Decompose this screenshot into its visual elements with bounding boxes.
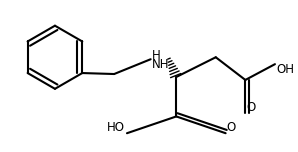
Text: HO: HO [107, 121, 125, 134]
Text: NH: NH [152, 58, 169, 71]
Text: OH: OH [276, 63, 294, 76]
Text: O: O [246, 102, 256, 114]
Text: H: H [152, 49, 160, 62]
Text: O: O [226, 121, 236, 134]
